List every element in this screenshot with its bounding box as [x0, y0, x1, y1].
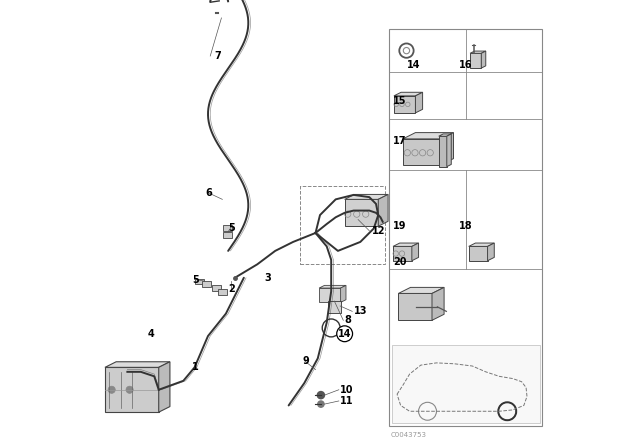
Polygon shape [432, 288, 444, 320]
Bar [300, 186, 385, 264]
Polygon shape [340, 285, 346, 302]
Polygon shape [403, 133, 454, 139]
Text: 2: 2 [228, 284, 235, 294]
Text: 1: 1 [192, 362, 199, 372]
Circle shape [317, 392, 324, 399]
Polygon shape [470, 53, 481, 68]
Polygon shape [468, 246, 488, 261]
Polygon shape [393, 243, 419, 246]
Text: 11: 11 [340, 396, 354, 406]
Polygon shape [481, 51, 486, 68]
Text: 3: 3 [264, 273, 271, 283]
Text: 12: 12 [371, 226, 385, 236]
Polygon shape [394, 96, 415, 113]
Polygon shape [468, 243, 494, 246]
Polygon shape [439, 134, 451, 136]
Text: 20: 20 [393, 257, 406, 267]
Polygon shape [345, 194, 388, 199]
Bar [212, 285, 221, 291]
Text: 4: 4 [148, 329, 154, 339]
Text: 19: 19 [393, 221, 406, 231]
Text: 14: 14 [338, 329, 351, 339]
Polygon shape [319, 288, 340, 302]
Text: 18: 18 [459, 221, 472, 231]
Polygon shape [394, 92, 422, 96]
Text: 13: 13 [353, 306, 367, 316]
Text: 5: 5 [192, 275, 199, 285]
Text: 9: 9 [302, 356, 309, 366]
Text: 14: 14 [406, 60, 420, 70]
Bar [195, 279, 204, 284]
Text: 5: 5 [228, 224, 235, 233]
Polygon shape [415, 92, 422, 113]
Text: 15: 15 [393, 96, 406, 106]
Polygon shape [447, 134, 451, 167]
Polygon shape [439, 136, 447, 167]
Circle shape [317, 401, 324, 407]
Polygon shape [105, 362, 170, 367]
Text: 8: 8 [345, 315, 351, 325]
Polygon shape [412, 243, 419, 261]
Text: C0043753: C0043753 [391, 432, 427, 438]
Text: 17: 17 [393, 136, 406, 146]
Polygon shape [319, 285, 346, 288]
Polygon shape [393, 246, 412, 261]
Polygon shape [488, 243, 494, 261]
Polygon shape [398, 288, 444, 293]
Circle shape [126, 386, 133, 393]
Polygon shape [105, 367, 159, 412]
Text: 7: 7 [215, 51, 221, 61]
Bar [223, 225, 232, 231]
Polygon shape [345, 199, 378, 226]
Bar [223, 232, 232, 238]
Bar [392, 345, 540, 423]
Polygon shape [159, 362, 170, 412]
Circle shape [108, 386, 115, 393]
Polygon shape [378, 194, 388, 226]
Bar [218, 289, 227, 295]
Bar [328, 301, 340, 313]
Polygon shape [441, 133, 454, 165]
Bar [202, 281, 211, 287]
Polygon shape [403, 139, 441, 165]
Text: 16: 16 [459, 60, 472, 70]
Text: 6: 6 [206, 188, 212, 198]
Polygon shape [470, 51, 486, 53]
Text: 10: 10 [340, 385, 354, 395]
Polygon shape [398, 293, 432, 320]
Bar [389, 29, 541, 426]
